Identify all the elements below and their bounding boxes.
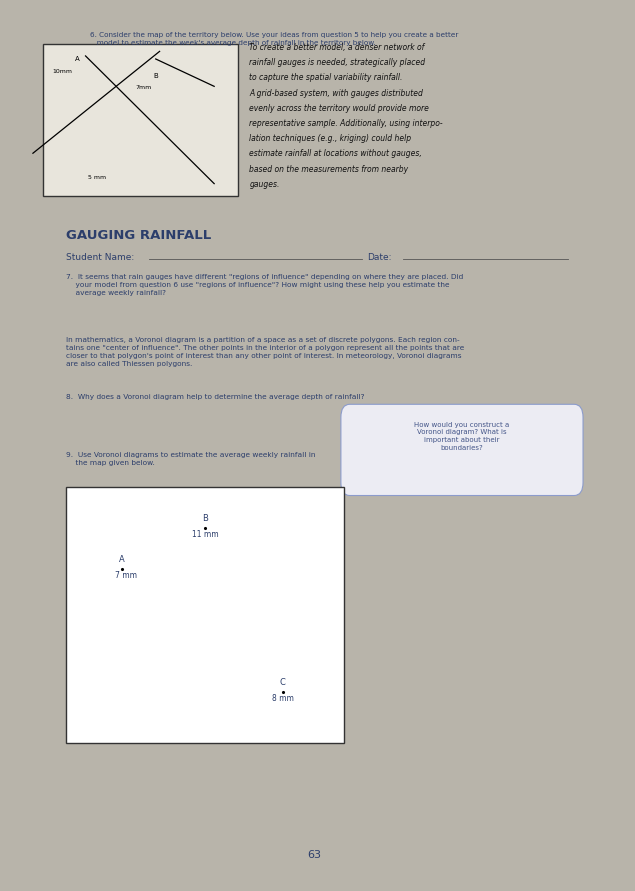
Text: gauges.: gauges. <box>250 180 280 189</box>
Text: 7 mm: 7 mm <box>115 570 137 579</box>
Text: 9.  Use Voronoi diagrams to estimate the average weekly rainfall in
    the map : 9. Use Voronoi diagrams to estimate the … <box>66 452 316 466</box>
Text: based on the measurements from nearby: based on the measurements from nearby <box>250 165 408 174</box>
Text: estimate rainfall at locations without gauges,: estimate rainfall at locations without g… <box>250 150 422 159</box>
Text: representative sample. Additionally, using interpo-: representative sample. Additionally, usi… <box>250 119 443 128</box>
Text: In mathematics, a Voronoi diagram is a partition of a space as a set of discrete: In mathematics, a Voronoi diagram is a p… <box>66 337 465 367</box>
Text: A: A <box>119 555 124 565</box>
Text: to capture the spatial variability rainfall.: to capture the spatial variability rainf… <box>250 73 403 82</box>
FancyBboxPatch shape <box>341 405 583 495</box>
Text: 11 mm: 11 mm <box>192 529 218 538</box>
Text: lation techniques (e.g., kriging) could help: lation techniques (e.g., kriging) could … <box>250 135 411 143</box>
Text: C: C <box>280 678 286 688</box>
Text: B: B <box>202 514 208 524</box>
Text: 7mm: 7mm <box>136 86 152 90</box>
Text: rainfall gauges is needed, strategically placed: rainfall gauges is needed, strategically… <box>250 58 425 67</box>
Text: 6. Consider the map of the territory below. Use your ideas from question 5 to he: 6. Consider the map of the territory bel… <box>90 32 458 46</box>
Text: Date:: Date: <box>368 253 392 262</box>
Text: A: A <box>76 56 80 62</box>
Text: 5 mm: 5 mm <box>88 175 106 180</box>
Text: 7.  It seems that rain gauges have different "regions of influence" depending on: 7. It seems that rain gauges have differ… <box>66 274 464 297</box>
Text: 8 mm: 8 mm <box>272 693 294 703</box>
Text: How would you construct a
Voronoi diagram? What is
important about their
boundar: How would you construct a Voronoi diagra… <box>415 421 509 451</box>
Text: B: B <box>153 73 158 78</box>
Text: 8.  Why does a Voronoi diagram help to determine the average depth of rainfall?: 8. Why does a Voronoi diagram help to de… <box>66 394 364 400</box>
Text: GAUGING RAINFALL: GAUGING RAINFALL <box>66 229 211 241</box>
Text: A grid-based system, with gauges distributed: A grid-based system, with gauges distrib… <box>250 88 424 97</box>
Text: 10mm: 10mm <box>52 69 72 74</box>
Bar <box>43 44 237 196</box>
Bar <box>66 486 344 743</box>
Text: To create a better model, a denser network of: To create a better model, a denser netwo… <box>250 43 425 52</box>
Text: evenly across the territory would provide more: evenly across the territory would provid… <box>250 103 429 113</box>
Text: 63: 63 <box>307 850 321 861</box>
Text: Student Name:: Student Name: <box>66 253 135 262</box>
